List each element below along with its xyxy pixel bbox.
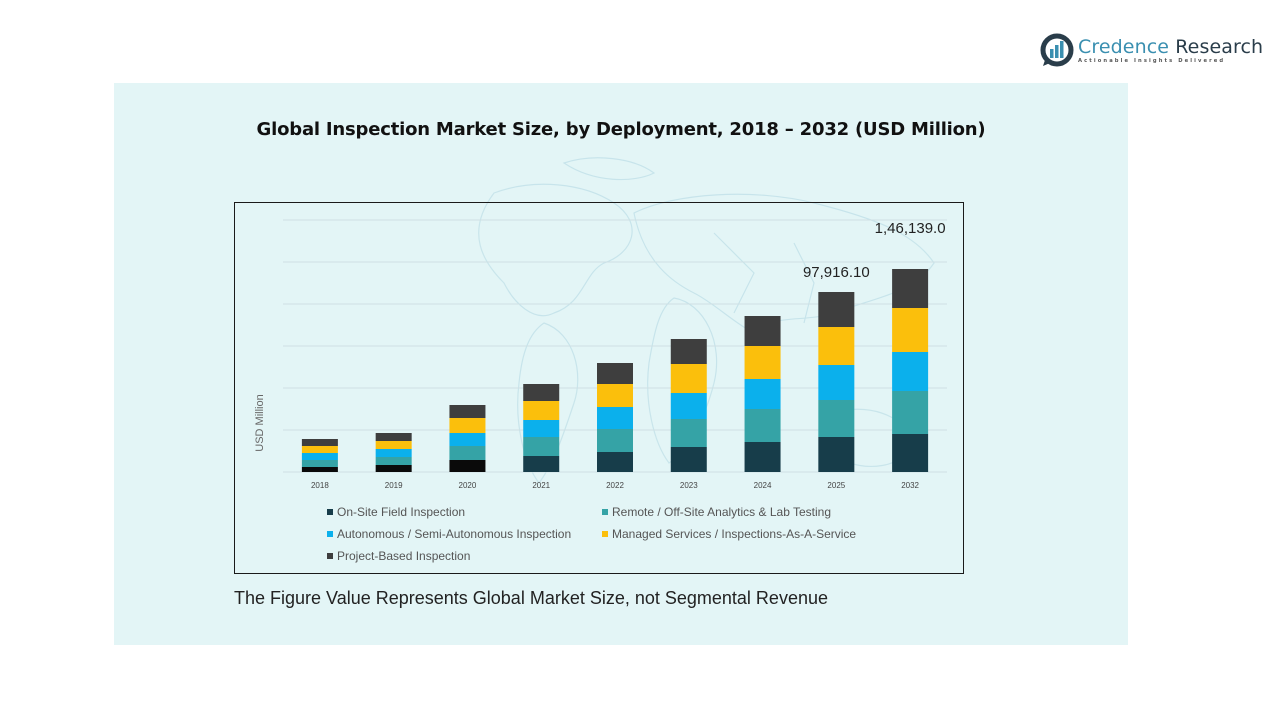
legend-label: Remote / Off-Site Analytics & Lab Testin… (612, 505, 831, 519)
bar-segment-2019-4 (375, 441, 412, 449)
bar-segment-2025-5 (818, 292, 855, 327)
bar-segment-2025-4 (818, 327, 855, 365)
legend-swatch (327, 553, 333, 559)
brand-name: Credence Research (1078, 37, 1263, 57)
chart-panel: Global Inspection Market Size, by Deploy… (114, 83, 1128, 645)
bar-segment-2024-2 (744, 409, 781, 442)
bar-segment-2018-3 (301, 453, 338, 460)
bar-segment-2023-1 (670, 447, 707, 472)
chart-area: 2018 2019 2020 2021 2022 2023 2024 2025 2032 97,9… (234, 202, 964, 574)
bar-segment-2020-2 (449, 446, 486, 460)
legend-label: Managed Services / Inspections-As-A-Serv… (612, 527, 857, 541)
data-label: 1,46,139.0 (875, 220, 946, 237)
bar-segment-2032-1 (892, 434, 929, 472)
bar-segment-2025-3 (818, 365, 855, 400)
footnote: The Figure Value Represents Global Marke… (234, 588, 828, 608)
bar-segment-2020-5 (449, 405, 486, 418)
legend-label: Project-Based Inspection (337, 549, 471, 563)
bar-segment-2019-1 (375, 465, 412, 472)
legend-swatch (327, 509, 333, 515)
bar-segment-2021-5 (523, 384, 560, 401)
bar-segment-2023-2 (670, 419, 707, 447)
bar-segment-2021-4 (523, 401, 560, 420)
brand-logo: Credence Research Actionable Insights De… (1040, 30, 1263, 70)
bar-segment-2018-2 (301, 460, 338, 467)
stacked-bar-chart: 2018 2019 2020 2021 2022 2023 2024 2025 2032 97,9… (283, 219, 947, 490)
bar-segment-2022-2 (597, 429, 633, 452)
bar-segment-2025-1 (818, 437, 855, 472)
bar-segment-2022-3 (597, 407, 633, 429)
x-tick-label: 2032 (901, 481, 919, 490)
y-axis-label: USD Million (254, 394, 266, 452)
bar-segment-2032-3 (892, 352, 929, 391)
legend-item-project: Project-Based Inspection (327, 549, 470, 563)
bar-segment-2025-2 (818, 400, 855, 437)
bar-segment-2032-2 (892, 391, 929, 434)
legend-swatch (602, 531, 608, 537)
legend-label: On-Site Field Inspection (337, 505, 466, 519)
x-tick-label: 2018 (311, 481, 329, 490)
bar-segment-2022-1 (597, 452, 633, 472)
bar-segment-2018-5 (301, 439, 338, 446)
legend-swatch (327, 531, 333, 537)
bar-segment-2020-4 (449, 418, 486, 433)
chart-title: Global Inspection Market Size, by Deploy… (256, 119, 986, 140)
brand-tagline: Actionable Insights Delivered (1078, 57, 1226, 64)
bar-segment-2023-3 (670, 393, 707, 419)
x-tick-label: 2025 (827, 481, 845, 490)
legend-item-on-site: On-Site Field Inspection (327, 505, 465, 519)
bar-segment-2021-3 (523, 420, 560, 437)
bar-segment-2024-5 (744, 316, 781, 346)
bar-segment-2018-4 (301, 446, 338, 453)
bar-segment-2024-4 (744, 346, 781, 379)
legend-item-autonomous: Autonomous / Semi-Autonomous Inspection (327, 527, 571, 541)
bar-segment-2018-1 (301, 467, 338, 472)
x-tick-label: 2023 (680, 481, 698, 490)
bar-segment-2021-1 (523, 456, 560, 472)
bar-segment-2032-5 (892, 269, 929, 308)
data-label: 97,916.10 (803, 264, 870, 281)
bar-segment-2024-3 (744, 379, 781, 409)
x-tick-label: 2022 (606, 481, 624, 490)
legend-item-remote: Remote / Off-Site Analytics & Lab Testin… (602, 505, 831, 519)
legend-label: Autonomous / Semi-Autonomous Inspection (337, 527, 572, 541)
bar-segment-2020-3 (449, 433, 486, 446)
bar-segment-2019-5 (375, 433, 412, 441)
bar-segment-2022-5 (597, 363, 633, 384)
legend-item-managed: Managed Services / Inspections-As-A-Serv… (602, 527, 856, 541)
x-tick-label: 2019 (385, 481, 403, 490)
brand-name-part1: Credence (1078, 35, 1170, 58)
bar-segment-2024-1 (744, 442, 781, 472)
x-tick-label: 2021 (532, 481, 550, 490)
bar-segment-2019-2 (375, 457, 412, 465)
bar-segment-2022-4 (597, 384, 633, 407)
bar-segment-2032-4 (892, 308, 929, 352)
bar-segment-2020-1 (449, 460, 486, 472)
bar-segment-2023-5 (670, 339, 707, 364)
x-tick-label: 2020 (459, 481, 477, 490)
legend-swatch (602, 509, 608, 515)
x-tick-label: 2024 (754, 481, 772, 490)
logo-chart-icon (1040, 33, 1074, 67)
brand-name-part2: Research (1169, 35, 1264, 58)
bar-segment-2023-4 (670, 364, 707, 393)
bar-segment-2019-3 (375, 449, 412, 457)
y-axis-label-wrap: USD Million (250, 373, 270, 473)
bar-segment-2021-2 (523, 437, 560, 456)
